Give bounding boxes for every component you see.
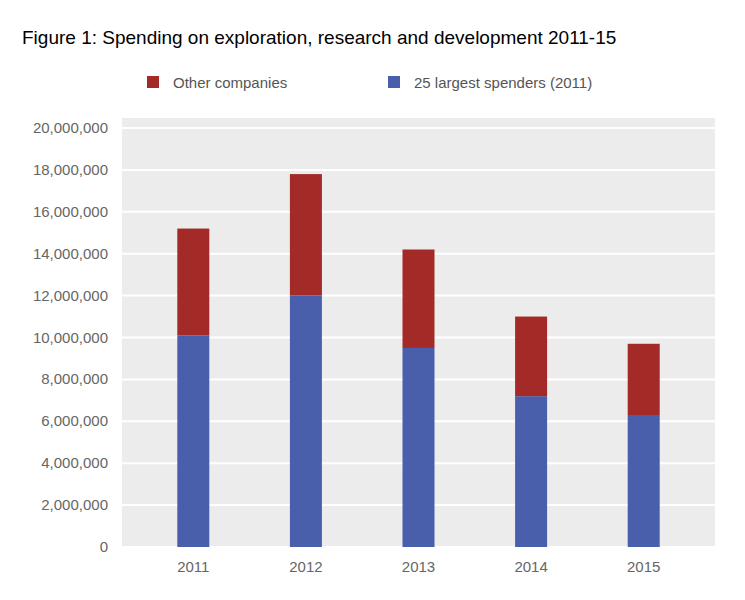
bar [628,344,660,415]
grid-line [122,127,715,129]
bars [177,174,659,547]
x-tick-label: 2015 [627,558,660,575]
y-tick-label: 10,000,000 [33,329,108,346]
legend-label: 25 largest spenders (2011) [414,74,592,91]
y-tick-label: 2,000,000 [41,496,108,513]
y-tick-label: 16,000,000 [33,203,108,220]
bar [177,335,209,547]
bar [290,174,322,296]
legend-swatch [147,76,159,88]
chart-container: Figure 1: Spending on exploration, resea… [0,0,745,600]
legend-label: Other companies [173,74,287,91]
legend-swatch [388,76,400,88]
grid-line [122,169,715,171]
grid-line [122,211,715,213]
y-tick-label: 12,000,000 [33,287,108,304]
chart-svg: Figure 1: Spending on exploration, resea… [0,0,745,600]
x-tick-label: 2011 [177,558,209,575]
x-tick-label: 2014 [514,558,547,575]
bar [290,296,322,547]
bar [403,250,435,348]
bar [177,229,209,336]
bar [628,415,660,547]
y-tick-label: 18,000,000 [33,161,108,178]
y-tick-label: 6,000,000 [41,412,108,429]
bar [403,348,435,547]
x-tick-label: 2013 [402,558,435,575]
y-tick-label: 20,000,000 [33,119,108,136]
y-tick-label: 8,000,000 [41,370,108,387]
x-tick-label: 2012 [289,558,322,575]
y-tick-label: 14,000,000 [33,245,108,262]
y-tick-label: 4,000,000 [41,454,108,471]
plot-background [122,118,715,547]
bar [515,396,547,547]
bar [515,317,547,397]
y-tick-label: 0 [100,538,108,555]
chart-title: Figure 1: Spending on exploration, resea… [22,27,616,48]
